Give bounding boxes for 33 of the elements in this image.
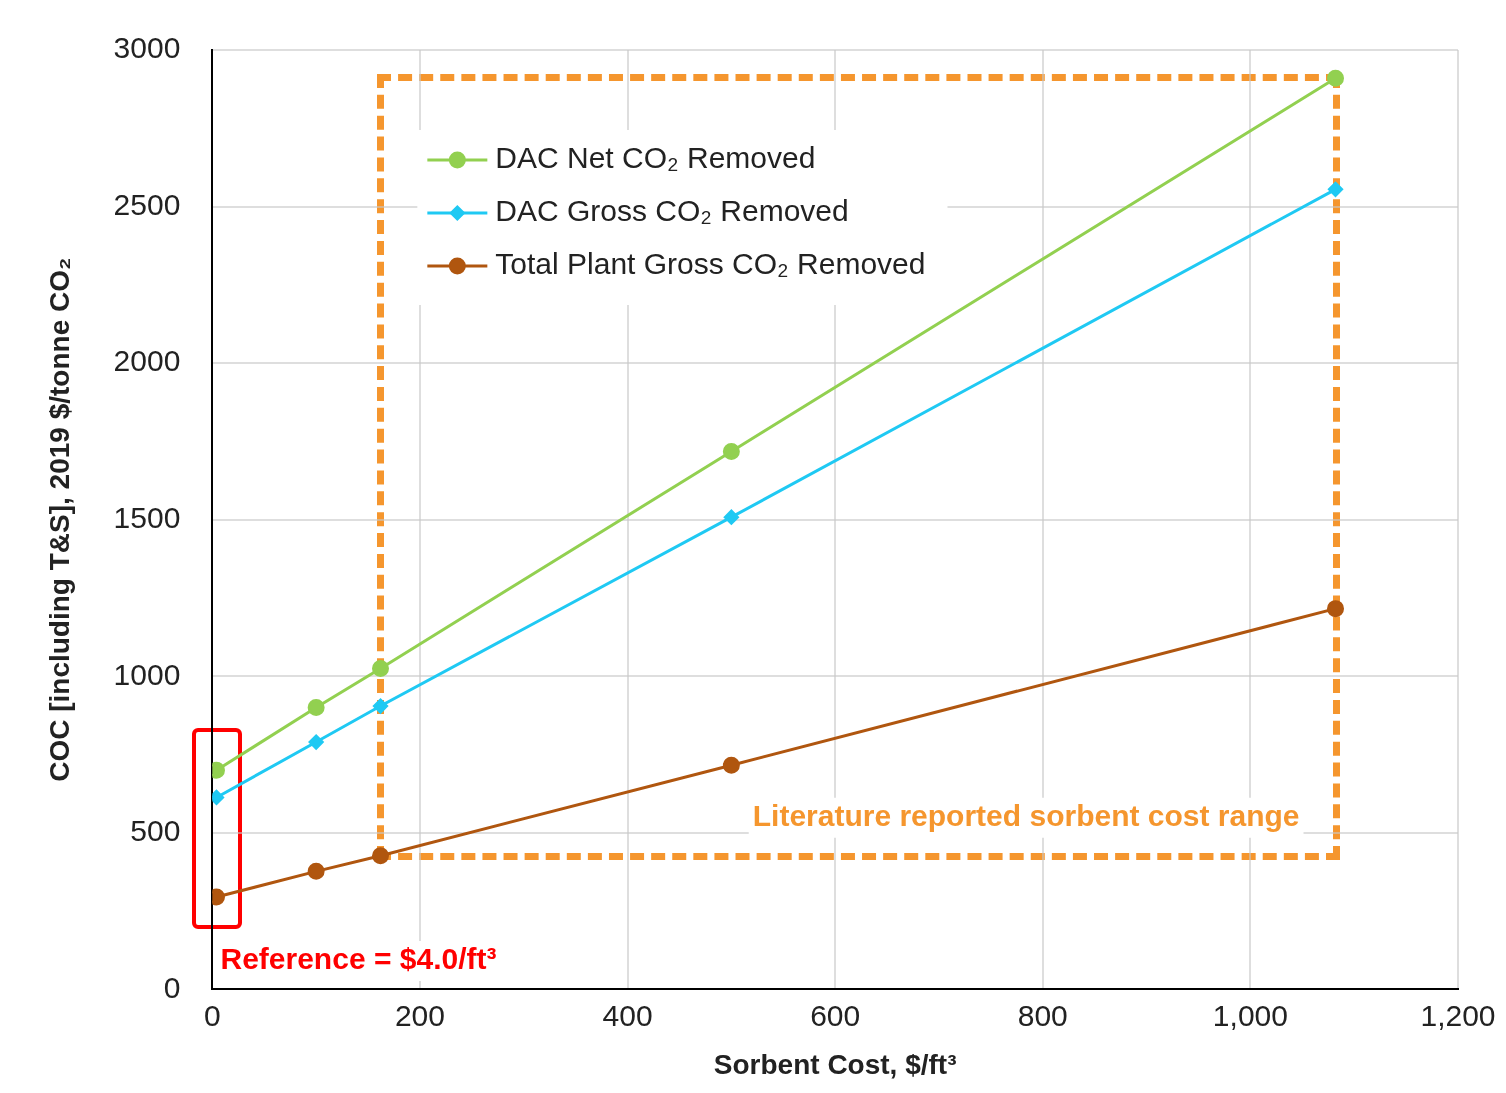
point: [723, 509, 739, 525]
point: [722, 756, 740, 774]
y-tick-label: 3000: [113, 31, 181, 65]
y-tick-label: 500: [130, 814, 181, 848]
point: [373, 698, 388, 714]
point: [722, 442, 740, 460]
x-tick-label: 1,000: [1212, 998, 1288, 1032]
legend-label: DAC Net CO₂ Removed: [495, 141, 816, 175]
point: [1328, 181, 1344, 197]
point: [372, 659, 389, 677]
x-axis-title: Sorbent Cost, $/ft³: [713, 1048, 957, 1080]
y-tick-label: 1500: [113, 500, 181, 534]
point: [307, 862, 325, 880]
point: [1327, 600, 1345, 618]
y-tick-label: 1000: [113, 657, 181, 691]
annotation: Literature reported sorbent cost range: [752, 798, 1300, 832]
point: [372, 847, 389, 865]
x-tick-label: 400: [602, 998, 653, 1032]
x-tick-label: 800: [1017, 998, 1068, 1032]
x-tick-label: 600: [810, 998, 861, 1032]
legend-label: Total Plant Gross CO₂ Removed: [495, 247, 926, 281]
y-tick-label: 2500: [113, 187, 181, 221]
point: [1327, 69, 1345, 87]
y-axis-title: COC [including T&S], 2019 $/tonne CO₂: [43, 257, 75, 782]
x-tick-label: 200: [394, 998, 445, 1032]
legend-label: DAC Gross CO₂ Removed: [495, 194, 849, 228]
x-tick-label: 1,200: [1420, 998, 1496, 1032]
point: [307, 699, 325, 717]
annotation: Reference = $4.0/ft³: [220, 942, 497, 976]
point: [308, 734, 324, 750]
y-tick-label: 2000: [113, 344, 181, 378]
x-tick-label: 0: [203, 998, 221, 1032]
y-tick-label: 0: [163, 970, 181, 1004]
